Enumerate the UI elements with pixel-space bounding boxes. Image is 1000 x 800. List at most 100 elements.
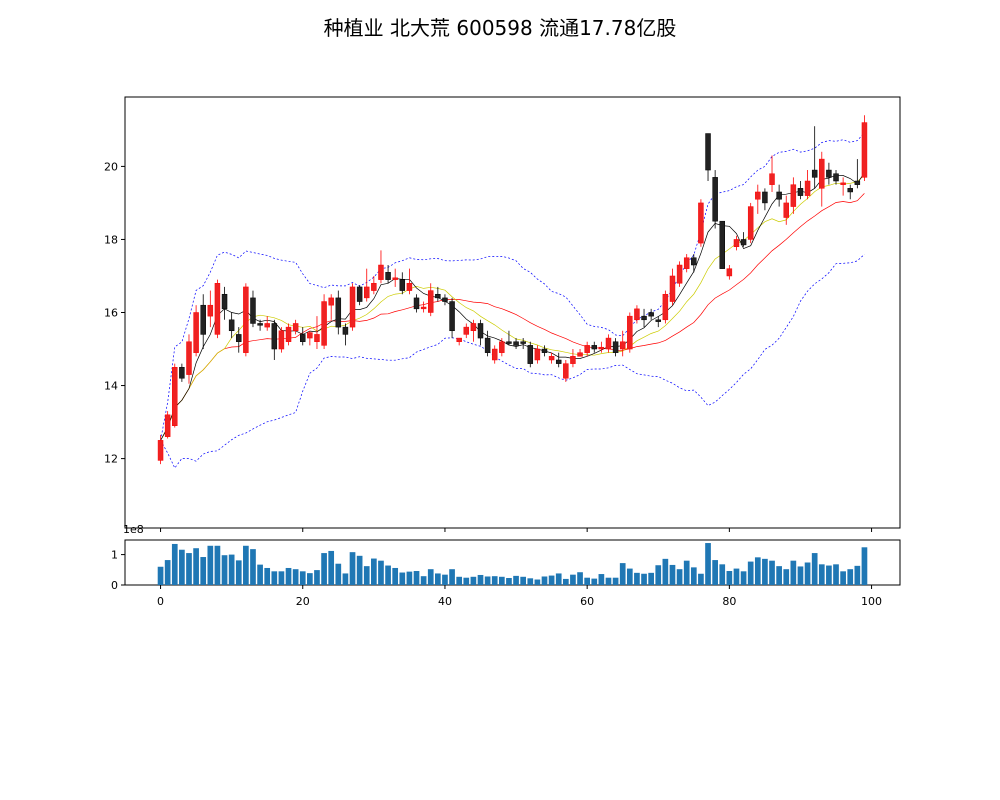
candle-body <box>669 275 676 302</box>
volume-bar <box>598 574 605 585</box>
volume-bar <box>385 565 391 585</box>
volume-bar <box>861 547 868 585</box>
volume-bar <box>698 573 704 585</box>
candle-body <box>406 283 413 291</box>
volume-bar <box>570 574 576 585</box>
volume-bar <box>548 575 555 585</box>
volume-bar <box>271 571 278 585</box>
candle-body <box>179 367 185 379</box>
volume-bar <box>435 573 441 585</box>
volume-bar <box>626 568 633 585</box>
volume-bar <box>413 571 420 585</box>
candle-body <box>392 277 398 280</box>
candle-body <box>584 345 590 353</box>
volume-bar <box>605 577 612 585</box>
volume-xtick-label: 100 <box>861 595 882 608</box>
volume-bar <box>854 565 861 585</box>
volume-bar <box>157 566 164 585</box>
volume-bar <box>747 561 754 585</box>
candle-body <box>157 440 164 461</box>
candle-body <box>342 326 349 335</box>
candle-body <box>257 323 263 326</box>
candle-body <box>264 323 270 328</box>
volume-ytick-label: 1 <box>111 549 118 562</box>
volume-bar <box>520 576 527 585</box>
volume-bar <box>513 575 519 585</box>
volume-bar <box>164 560 171 585</box>
candle-body <box>527 345 534 364</box>
volume-bar <box>449 569 455 585</box>
price-panel: 12 14 16 18 20 <box>104 96 901 532</box>
candle-body <box>328 297 334 306</box>
volume-bar <box>299 571 306 585</box>
candle-body <box>349 286 356 328</box>
volume-bar <box>811 553 818 585</box>
candle-body <box>214 283 221 335</box>
candle-body <box>826 169 832 178</box>
volume-bar <box>562 578 569 585</box>
candle-body <box>733 239 740 248</box>
volume-bar <box>498 576 505 585</box>
volume-bar <box>342 573 349 585</box>
volume-bar <box>335 563 342 585</box>
volume-bar <box>456 576 463 585</box>
volume-bar <box>292 569 299 585</box>
candle-body <box>491 348 498 361</box>
candle-body <box>804 180 811 196</box>
volume-bar <box>179 549 185 585</box>
volume-bar <box>776 566 782 585</box>
price-ytick-label: 12 <box>104 453 118 466</box>
candle-body <box>435 293 441 299</box>
candle-body <box>278 330 285 350</box>
candle-body <box>385 272 391 280</box>
price-ytick-label: 14 <box>104 380 118 393</box>
candle-body <box>840 182 846 185</box>
candle-body <box>513 341 519 346</box>
candle-body <box>776 191 782 200</box>
candle-body <box>399 279 406 291</box>
volume-bar <box>264 567 271 585</box>
volume-bar <box>307 573 313 585</box>
volume-bar <box>740 571 747 585</box>
candle-body <box>783 202 789 218</box>
candle-body <box>563 363 569 379</box>
volume-bar <box>712 560 718 585</box>
volume-bar <box>612 577 619 585</box>
volume-bar <box>406 571 413 585</box>
candle-body <box>321 301 327 346</box>
volume-bar <box>228 554 235 585</box>
volume-bar <box>726 571 733 585</box>
candle-body <box>200 304 206 335</box>
volume-bar <box>847 569 854 585</box>
volume-bar <box>420 576 427 585</box>
candle-body <box>726 268 733 277</box>
volume-bar <box>634 572 640 585</box>
volume-bar <box>328 550 335 585</box>
candle-body <box>740 239 747 246</box>
volume-bar <box>840 571 846 585</box>
volume-bar <box>534 579 541 585</box>
candle-body <box>285 326 292 342</box>
candle-body <box>470 323 477 332</box>
candle-body <box>790 184 797 207</box>
volume-bar <box>683 560 690 585</box>
volume-bar <box>669 564 676 585</box>
candle-body <box>641 315 647 321</box>
volume-ytick-label: 0 <box>111 579 118 592</box>
candle-body <box>847 188 853 193</box>
boll-lower-line <box>160 254 865 469</box>
volume-bar <box>314 570 320 585</box>
volume-bar <box>527 578 534 585</box>
candle-body <box>648 312 654 317</box>
candle-body <box>371 283 377 291</box>
volume-bar <box>392 567 399 585</box>
volume-bar <box>506 578 512 585</box>
ma10-line <box>160 175 865 441</box>
candle-body <box>506 341 512 344</box>
volume-bar <box>733 568 740 585</box>
volume-bar <box>769 560 775 585</box>
candle-body <box>705 133 711 171</box>
volume-bar <box>833 564 839 585</box>
volume-bar <box>371 558 377 585</box>
